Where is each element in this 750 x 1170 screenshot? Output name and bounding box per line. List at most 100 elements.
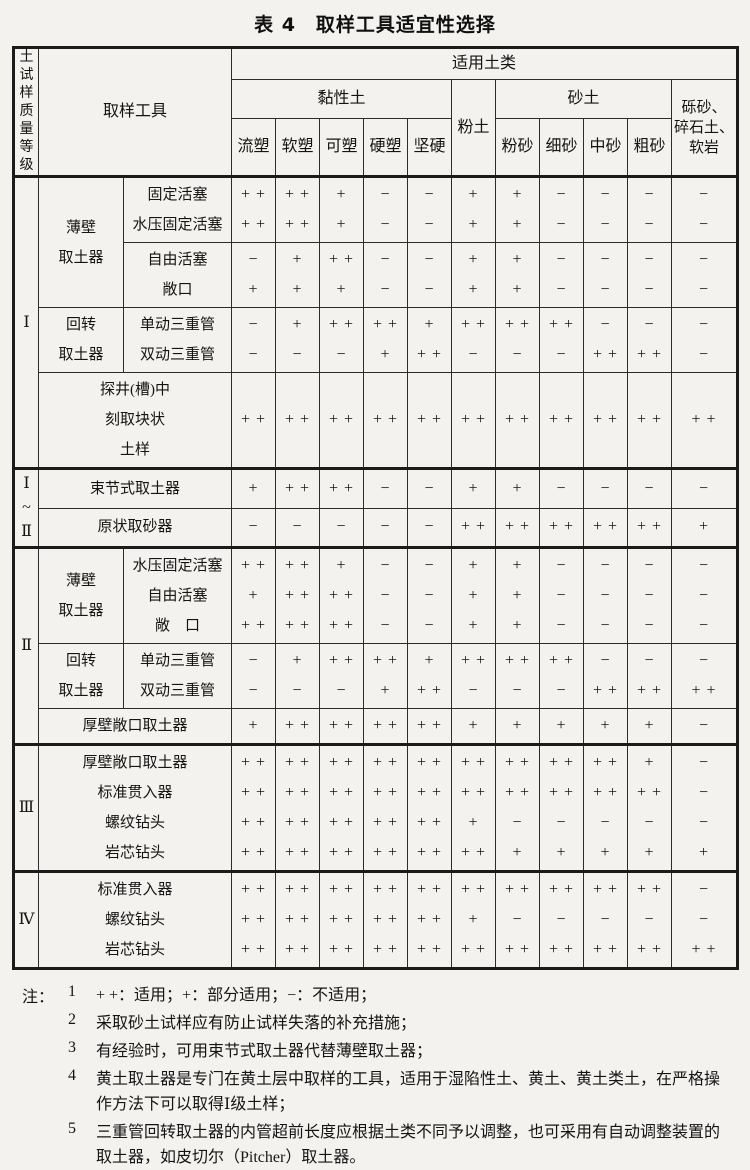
notes-section: 注： 1 + +：适用；+：部分适用；−：不适用； 2 采取砂土试样应有防止试样失落的补…	[22, 983, 732, 1170]
suitability-cell: + + − + +	[627, 870, 673, 969]
suitability-cell: − −	[583, 242, 629, 308]
suitability-cell: +	[231, 708, 277, 745]
suitability-cell: + + + + + + + +	[275, 743, 321, 872]
subcol-header: 坚硬	[407, 118, 453, 177]
suitability-cell: − − −	[539, 546, 585, 644]
suitability-cell: − −	[407, 175, 453, 243]
tool-name-cell: 厚壁敞口取土器	[37, 708, 233, 745]
suitability-cell: + + +	[407, 307, 453, 373]
suitability-cell: − +	[231, 242, 277, 308]
suitability-cell: + +	[451, 175, 497, 243]
note-number: 1	[68, 983, 76, 1000]
suitability-cell: + + + + +	[231, 546, 277, 644]
suitability-cell: −	[671, 708, 739, 745]
suitability-cell: + + − + +	[539, 870, 585, 969]
note-text: + +：适用；+：部分适用；−：不适用；	[96, 987, 377, 1004]
suitability-cell: +	[627, 708, 673, 745]
quality-level-cell: Ⅰ	[13, 175, 39, 469]
suitability-cell: + + −	[495, 307, 541, 373]
suitability-cell: −	[407, 507, 453, 548]
suitability-cell: + +	[495, 372, 541, 469]
suitability-cell: + +	[275, 372, 321, 469]
suitability-cell: −	[231, 507, 277, 548]
suitability-cell: − + +	[671, 643, 739, 709]
suitability-cell: + + +	[363, 307, 409, 373]
tool-group-cell: 薄壁 取土器	[38, 546, 124, 644]
suitability-cell: + + −	[539, 307, 585, 373]
suitability-cell: + + + +	[275, 175, 321, 243]
tool-name-cell: 探井(槽)中 刻取块状 土样	[37, 372, 233, 469]
note-item: 4 黄土取土器是专门在黄土层中取样的工具，适用于湿陷性土、黄土、黄土类土，在严格操…	[22, 1067, 732, 1117]
note-number: 4	[68, 1067, 76, 1084]
suitability-cell: + +	[407, 372, 453, 469]
suitability-cell: − − −	[407, 546, 453, 644]
suitability-cell: + +	[319, 467, 365, 509]
suitability-cell: + + + + − +	[495, 743, 541, 872]
tool-name-cell: 束节式取土器	[37, 467, 233, 509]
suitability-cell: + +	[363, 708, 409, 745]
suitability-cell: + +	[275, 242, 321, 308]
suitability-cell: + + −	[451, 307, 497, 373]
suitability-cell: +	[495, 467, 541, 509]
suitability-cell: − −	[231, 307, 277, 373]
tool-name-cell: 厚壁敞口取土器 标准贯入器 螺纹钻头 岩芯钻头	[37, 743, 233, 872]
suitability-cell: +	[539, 708, 585, 745]
suitability-cell: + + −	[319, 643, 365, 709]
suitability-cell: − + +	[627, 643, 673, 709]
subcol-header: 粉砂	[495, 118, 541, 177]
suitability-cell: − + +	[583, 307, 629, 373]
suitability-cell: + + +	[319, 242, 365, 308]
suitability-cell: − − −	[671, 546, 739, 644]
suitability-cell: − −	[671, 242, 739, 308]
suitability-cell: + + + + + + +	[451, 743, 497, 872]
note-text: 有经验时，可用束节式取土器代替薄壁取土器；	[96, 1043, 433, 1060]
suitability-cell: − −	[407, 242, 453, 308]
subcol-header: 细砂	[539, 118, 585, 177]
suitability-cell: + + + + − +	[539, 743, 585, 872]
note-item: 2 采取砂土试样应有防止试样失落的补充措施；	[22, 1011, 732, 1036]
suitability-cell: + + + + + + + +	[319, 743, 365, 872]
suitability-cell: + +	[583, 507, 629, 548]
note-text: 三重管回转取土器的内管超前长度应根据土类不同予以调整，也可采用有自动调整装置的取…	[96, 1124, 721, 1166]
clay-soil-header: 黏性土	[231, 79, 453, 119]
suitability-cell: −	[627, 467, 673, 509]
note-item: 3 有经验时，可用束节式取土器代替薄壁取土器；	[22, 1039, 732, 1064]
suitability-cell: + +	[671, 372, 739, 469]
subcol-header: 可塑	[319, 118, 365, 177]
suitability-cell: + + + + + + + +	[231, 743, 277, 872]
note-item: 5 三重管回转取土器的内管超前长度应根据土类不同予以调整，也可采用有自动调整装置的…	[22, 1120, 732, 1170]
suitability-cell: −	[363, 467, 409, 509]
suitability-cell: + + − + +	[583, 870, 629, 969]
suitability-cell: + +	[583, 372, 629, 469]
suitability-cell: + +	[495, 175, 541, 243]
suitability-cell: + + +	[495, 546, 541, 644]
suitability-cell: + +	[319, 175, 365, 243]
suitability-cell: + +	[539, 507, 585, 548]
tool-name-cell: 标准贯入器 螺纹钻头 岩芯钻头	[37, 870, 233, 969]
suitability-cell: − − −	[627, 546, 673, 644]
suitability-cell: −	[671, 467, 739, 509]
suitability-cell: − −	[363, 242, 409, 308]
suitability-cell: +	[231, 467, 277, 509]
suitability-cell: −	[363, 507, 409, 548]
suitability-cell: − −	[363, 175, 409, 243]
suitability-cell: + + + + +	[319, 546, 365, 644]
suitability-cell: +	[671, 507, 739, 548]
suitability-cell: + + + + + +	[275, 546, 321, 644]
suitability-cell: − −	[539, 242, 585, 308]
suitability-cell: +	[583, 708, 629, 745]
suitability-cell: −	[407, 467, 453, 509]
applicable-soil-header: 适用土类	[231, 47, 739, 80]
note-prefix	[22, 1067, 62, 1117]
tool-group-cell: 回转 取土器	[38, 307, 124, 373]
subcol-header: 流塑	[231, 118, 277, 177]
suitability-cell: +	[451, 467, 497, 509]
suitability-cell: + +	[275, 467, 321, 509]
subcol-header: 中砂	[583, 118, 629, 177]
suitability-cell: + + + + +	[451, 870, 497, 969]
suitability-cell: + + + − +	[627, 743, 673, 872]
subcol-header: 软塑	[275, 118, 321, 177]
suitability-cell: + +	[627, 507, 673, 548]
suitability-cell: + −	[275, 307, 321, 373]
